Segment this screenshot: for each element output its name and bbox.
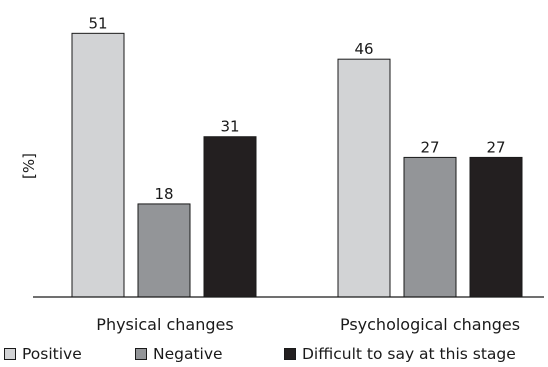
bar-physical-difficult	[203, 136, 257, 298]
legend-swatch-negative	[135, 348, 147, 360]
bar-physical-negative	[137, 203, 191, 298]
bar-psychological-difficult	[469, 156, 523, 298]
bar-psychological-negative	[403, 156, 457, 298]
bar-physical-positive	[71, 32, 125, 298]
data-label-psychological-negative: 27	[420, 138, 439, 156]
data-label-physical-positive: 51	[88, 14, 107, 32]
data-label-physical-negative: 18	[154, 185, 173, 203]
legend-item-difficult: Difficult to say at this stage	[284, 343, 516, 365]
category-label-psychological: Psychological changes	[340, 315, 520, 334]
legend-item-negative: Negative	[135, 343, 223, 365]
data-label-psychological-difficult: 27	[486, 138, 505, 156]
y-axis-label: [%]	[20, 153, 38, 179]
legend-swatch-difficult	[284, 348, 296, 360]
legend-item-positive: Positive	[4, 343, 82, 365]
legend-swatch-positive	[4, 348, 16, 360]
bar-chart: [%] 51 18 31 46 27 27 Physical changes Psycho…	[20, 14, 544, 334]
legend-label-difficult: Difficult to say at this stage	[302, 345, 516, 363]
bar-psychological-positive	[337, 58, 391, 298]
category-label-physical: Physical changes	[96, 315, 233, 334]
bars-group: 51 18 31 46 27 27	[71, 14, 523, 298]
legend: Positive Negative Difficult to say at th…	[0, 343, 548, 365]
legend-label-positive: Positive	[22, 345, 82, 363]
data-label-physical-difficult: 31	[220, 118, 239, 136]
legend-label-negative: Negative	[153, 345, 223, 363]
data-label-psychological-positive: 46	[354, 40, 373, 58]
